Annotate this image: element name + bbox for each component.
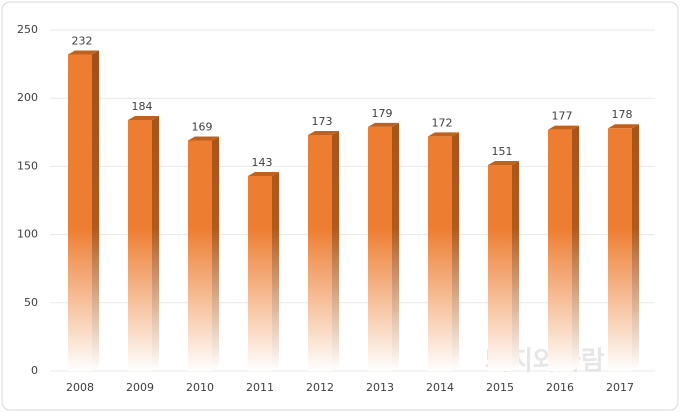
bar-side xyxy=(632,124,639,371)
bar xyxy=(368,122,399,372)
x-tick-label: 2015 xyxy=(486,381,514,394)
bar xyxy=(128,116,159,371)
y-tick-label: 50 xyxy=(24,296,38,309)
y-tick-label: 250 xyxy=(17,23,38,36)
value-label: 169 xyxy=(192,120,213,133)
x-tick-label: 2017 xyxy=(606,381,634,394)
bar-front xyxy=(248,175,272,371)
bar-side xyxy=(332,131,339,371)
bar xyxy=(248,171,279,371)
bar-top xyxy=(428,132,459,137)
value-label: 179 xyxy=(372,107,393,120)
bar-top xyxy=(548,125,579,130)
bar xyxy=(608,124,639,371)
bar-front xyxy=(68,54,92,371)
bar-top xyxy=(368,122,399,127)
bar-top xyxy=(68,50,99,55)
bar-side xyxy=(572,125,579,372)
value-label: 184 xyxy=(132,100,153,113)
x-tick-label: 2010 xyxy=(186,381,214,394)
y-tick-label: 200 xyxy=(17,91,38,104)
x-tick-label: 2008 xyxy=(66,381,94,394)
value-label: 178 xyxy=(612,108,633,121)
bar-top xyxy=(188,136,219,141)
bar-side xyxy=(512,161,519,371)
bar-side xyxy=(392,122,399,372)
bar-side xyxy=(272,171,279,371)
bar-front xyxy=(128,120,152,371)
y-tick-label: 100 xyxy=(17,228,38,241)
bar-top xyxy=(248,171,279,176)
bar xyxy=(68,50,99,371)
bar-front xyxy=(548,129,572,371)
value-label: 177 xyxy=(552,110,573,123)
bar-side xyxy=(152,116,159,371)
bar-top xyxy=(308,131,339,136)
x-tick-label: 2011 xyxy=(246,381,274,394)
bar xyxy=(488,161,519,371)
bar-front xyxy=(308,135,332,371)
bar-top xyxy=(488,161,519,166)
bar-front xyxy=(368,126,392,372)
bar xyxy=(548,125,579,372)
bar xyxy=(428,132,459,371)
bar-side xyxy=(212,136,219,371)
x-tick-label: 2014 xyxy=(426,381,454,394)
x-tick-label: 2016 xyxy=(546,381,574,394)
y-tick-label: 150 xyxy=(17,159,38,172)
bar-front xyxy=(428,136,452,371)
x-tick-label: 2009 xyxy=(126,381,154,394)
bar-top xyxy=(608,124,639,129)
bar-side xyxy=(452,132,459,371)
value-label: 173 xyxy=(312,115,333,128)
value-label: 232 xyxy=(72,35,93,48)
x-tick-label: 2012 xyxy=(306,381,334,394)
y-tick-label: 0 xyxy=(31,364,38,377)
value-label: 143 xyxy=(252,156,273,169)
bar-side xyxy=(92,50,99,371)
value-label: 172 xyxy=(432,116,453,129)
x-tick-label: 2013 xyxy=(366,381,394,394)
value-label: 151 xyxy=(492,145,513,158)
bar-front xyxy=(608,128,632,371)
bar-front xyxy=(188,140,212,371)
bar xyxy=(308,131,339,371)
bar-front xyxy=(488,165,512,371)
bar-top xyxy=(128,116,159,121)
bar xyxy=(188,136,219,371)
